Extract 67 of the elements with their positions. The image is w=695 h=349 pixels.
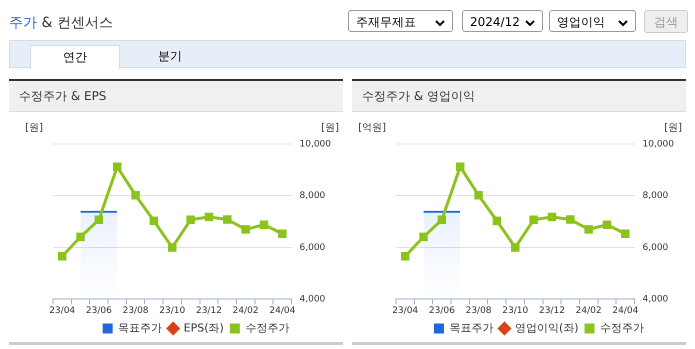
legend-label: 수정주가 — [245, 321, 290, 334]
legend-label: 목표주가 — [449, 321, 494, 334]
point — [456, 162, 464, 172]
point — [76, 232, 85, 242]
legend-label: EPS(좌) — [184, 321, 224, 334]
point — [548, 212, 556, 222]
x-tick-label: 23/08 — [466, 306, 492, 316]
point — [511, 243, 520, 252]
point — [492, 216, 502, 226]
point — [112, 162, 122, 172]
point — [474, 190, 483, 200]
text: 2024/12 — [462, 10, 543, 32]
y2-tick-label: 8,000 — [642, 191, 669, 202]
x-tick-label: 23/12 — [538, 306, 565, 316]
y2-tick-label: 10,000 — [642, 139, 674, 150]
y2-tick-label: 10,000 — [300, 139, 332, 150]
x-tick-label: 24/04 — [612, 306, 639, 316]
chart-title: 수정주가 & EPS — [9, 81, 343, 112]
x-tick-label: 23/10 — [159, 306, 186, 316]
x-tick-label: 23/04 — [49, 306, 76, 316]
y2-tick-label: 6,000 — [642, 242, 669, 253]
y2-tick-label: 4,000 — [642, 294, 669, 305]
y2-axis-title: [원] — [664, 122, 682, 134]
point — [260, 220, 268, 229]
x-tick-label: 23/10 — [502, 306, 528, 316]
legend-label: 수정주가 — [600, 321, 644, 334]
y2-tick-label: 8,000 — [300, 191, 326, 202]
point — [186, 216, 195, 224]
x-tick-label: 24/02 — [232, 306, 259, 316]
point — [584, 225, 593, 234]
legend-label: 목표주가 — [118, 321, 162, 334]
y2-tick-label: 6,000 — [300, 242, 326, 253]
point — [131, 190, 140, 200]
point — [419, 232, 428, 242]
point — [241, 225, 250, 234]
point — [566, 215, 575, 224]
x-tick-label: 24/04 — [269, 306, 296, 316]
text: 검색 — [644, 10, 688, 33]
y2-axis-title: [원] — [321, 122, 340, 134]
y-axis-title: [원] — [25, 122, 44, 134]
point — [400, 252, 410, 261]
text: 주가 & 컨센서스 — [9, 14, 113, 32]
point — [168, 243, 176, 252]
y-axis-title: [억원] — [358, 122, 386, 134]
point — [621, 230, 630, 238]
x-tick-label: 23/06 — [428, 306, 456, 316]
y2-tick-label: 4,000 — [300, 294, 326, 305]
text: 분기 — [157, 48, 183, 65]
point — [602, 220, 612, 229]
point — [150, 216, 158, 226]
point — [58, 252, 66, 261]
x-tick-label: 23/12 — [196, 306, 222, 316]
text: 주재무제표 — [348, 10, 453, 32]
chart-title: 수정주가 & 영업이익 — [352, 81, 686, 112]
point — [223, 215, 232, 224]
point — [204, 212, 214, 222]
text: 영업이익 — [549, 10, 636, 32]
point — [94, 216, 104, 224]
x-tick-label: 23/04 — [392, 306, 418, 316]
text: 연간 — [30, 45, 120, 69]
x-tick-label: 24/02 — [576, 306, 602, 316]
point — [278, 230, 287, 238]
point — [438, 216, 446, 224]
point — [529, 216, 538, 224]
x-tick-label: 23/08 — [122, 306, 149, 316]
x-tick-label: 23/06 — [86, 306, 112, 316]
legend-label: 영업이익(좌) — [514, 321, 579, 334]
